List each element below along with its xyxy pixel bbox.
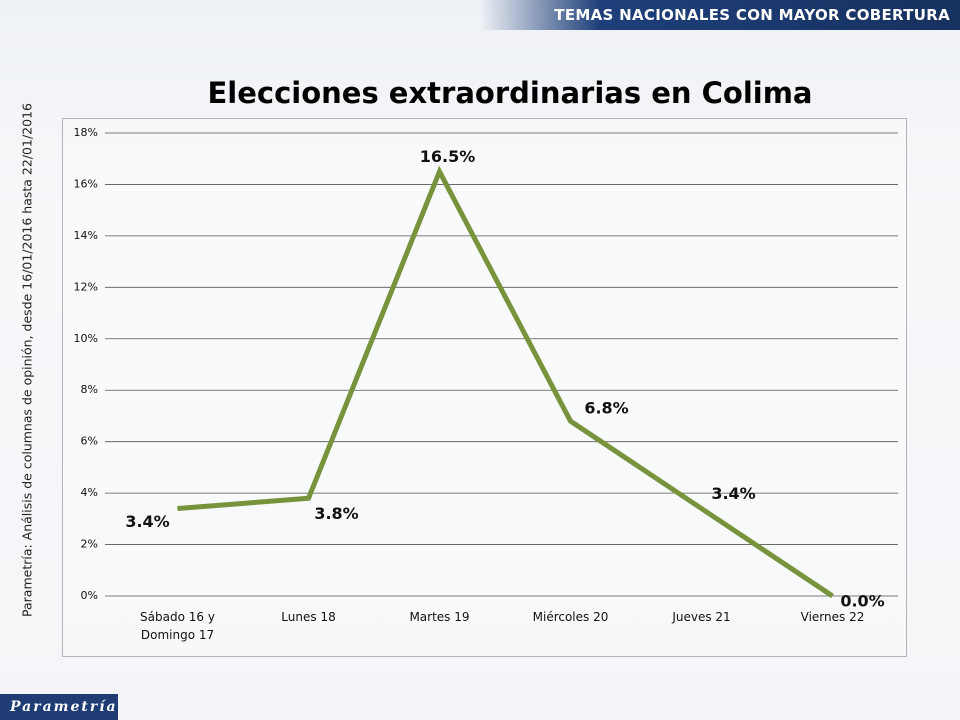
y-tick-label: 18% (74, 126, 98, 139)
x-tick-label: Lunes 18 (281, 610, 336, 624)
logo: Parametría (0, 694, 118, 720)
y-tick-label: 4% (81, 486, 98, 499)
x-tick-label: Martes 19 (409, 610, 470, 624)
x-tick-label: Jueves 21 (672, 610, 731, 624)
data-label: 0.0% (840, 592, 884, 611)
data-label: 16.5% (420, 147, 476, 166)
data-label: 6.8% (584, 399, 628, 418)
x-tick-label: Miércoles 20 (532, 610, 609, 624)
y-tick-label: 16% (74, 177, 98, 190)
y-tick-label: 10% (74, 332, 98, 345)
y-tick-label: 14% (74, 229, 98, 242)
y-tick-label: 8% (81, 383, 98, 396)
y-tick-label: 2% (81, 538, 98, 551)
header-text: TEMAS NACIONALES CON MAYOR COBERTURA (554, 6, 950, 24)
chart-title: Elecciones extraordinarias en Colima (207, 76, 812, 110)
source-note: Parametría: Análisis de columnas de opin… (20, 103, 35, 617)
header-banner: TEMAS NACIONALES CON MAYOR COBERTURA (480, 0, 960, 30)
y-tick-label: 12% (74, 280, 98, 293)
y-tick-label: 6% (81, 435, 98, 448)
x-tick-label: Sábado 16 y Domingo 17 (140, 610, 215, 642)
chart-frame (62, 118, 907, 657)
y-tick-label: 0% (81, 589, 98, 602)
data-label: 3.4% (711, 484, 755, 503)
x-tick-label: Viernes 22 (800, 610, 865, 624)
data-label: 3.4% (125, 512, 169, 531)
data-label: 3.8% (314, 504, 358, 523)
data-line (177, 165, 834, 599)
